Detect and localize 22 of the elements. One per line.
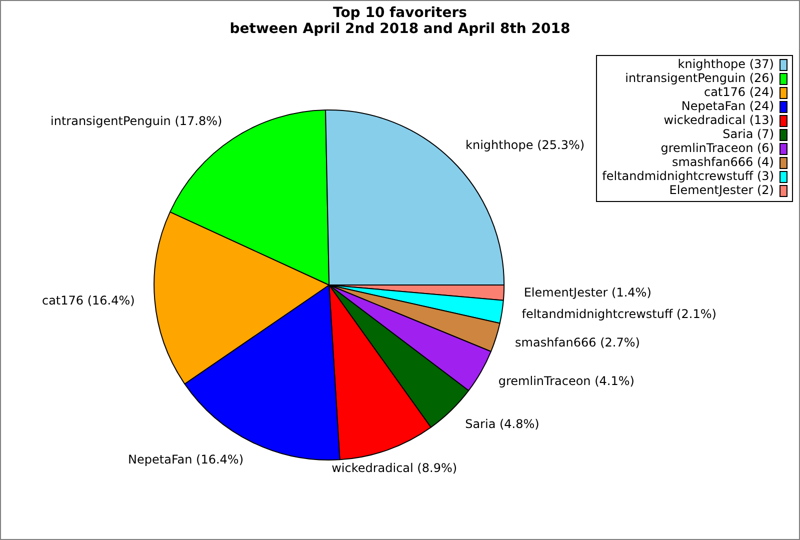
legend-label: wickedradical (13)	[664, 113, 774, 128]
legend-label: NepetaFan (24)	[681, 99, 774, 114]
legend-label: Saria (7)	[722, 127, 774, 142]
data-label: gremlinTraceon (4.1%)	[498, 374, 634, 388]
legend-label: intransigentPenguin (26)	[625, 71, 774, 86]
data-label: intransigentPenguin (17.8%)	[50, 114, 222, 128]
data-label: NepetaFan (16.4%)	[128, 452, 244, 466]
legend-label: ElementJester (2)	[669, 183, 774, 198]
legend-label: knighthope (37)	[678, 57, 774, 72]
data-label: cat176 (16.4%)	[42, 294, 135, 308]
legend-label: gremlinTraceon (6)	[660, 141, 774, 156]
data-label: Saria (4.8%)	[465, 416, 540, 431]
legend-label: smashfan666 (4)	[672, 155, 774, 170]
chart-title: Top 10 favoriters	[332, 5, 468, 21]
data-label: feltandmidnightcrewstuff (2.1%)	[522, 307, 716, 322]
data-label: ElementJester (1.4%)	[524, 286, 652, 300]
legend-label: feltandmidnightcrewstuff (3)	[602, 169, 774, 184]
data-label: smashfan666 (2.7%)	[515, 336, 640, 350]
data-label: knighthope (25.3%)	[466, 138, 585, 152]
data-label: wickedradical (8.9%)	[332, 460, 458, 475]
chart-subtitle: between April 2nd 2018 and April 8th 2018	[228, 21, 572, 37]
legend-label: cat176 (24)	[704, 85, 774, 100]
